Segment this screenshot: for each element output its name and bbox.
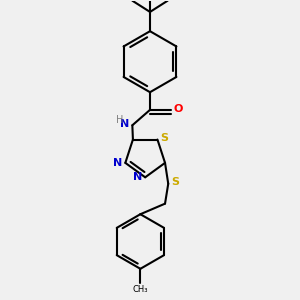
Text: S: S [172,178,179,188]
Text: N: N [120,119,129,129]
Text: N: N [133,172,142,182]
Text: CH₃: CH₃ [133,285,148,294]
Text: S: S [161,133,169,143]
Text: N: N [113,158,122,168]
Text: O: O [173,104,183,114]
Text: H: H [116,115,124,125]
